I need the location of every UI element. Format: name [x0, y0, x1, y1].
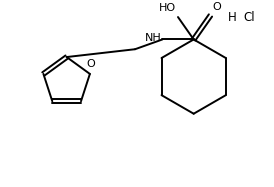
Text: NH: NH [145, 33, 161, 42]
Text: HO: HO [159, 3, 176, 13]
Text: H: H [227, 11, 236, 24]
Text: O: O [212, 1, 221, 12]
Text: O: O [87, 59, 95, 69]
Text: Cl: Cl [244, 11, 255, 24]
